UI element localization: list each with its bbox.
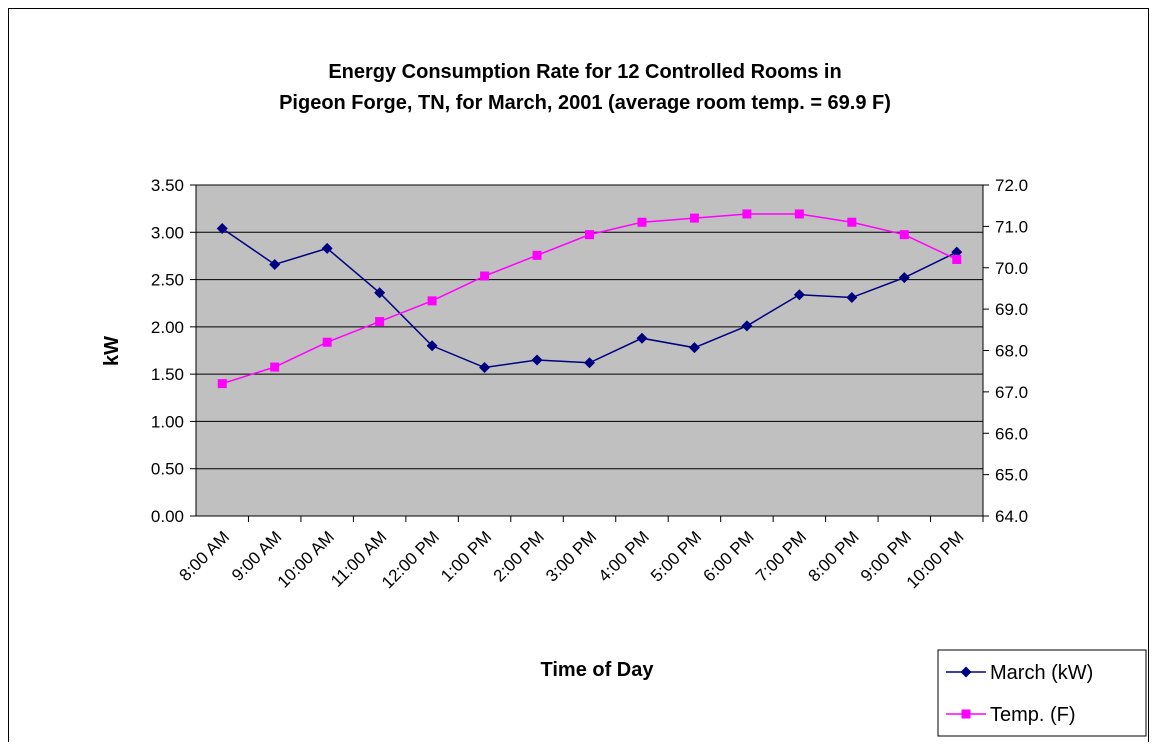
marker — [898, 272, 910, 284]
marker — [951, 246, 963, 258]
marker — [322, 337, 332, 347]
y-tick-label: 3.00 — [151, 223, 184, 242]
y2-tick-label: 67.0 — [995, 383, 1028, 402]
y2-tick-label: 72.0 — [995, 176, 1028, 195]
marker — [961, 709, 971, 719]
legend-label: Temp. (F) — [990, 704, 1076, 726]
marker — [531, 354, 543, 366]
y2-tick-label: 69.0 — [995, 300, 1028, 319]
y2-tick-label: 70.0 — [995, 259, 1028, 278]
marker — [689, 213, 699, 223]
y-tick-label: 1.50 — [151, 365, 184, 384]
chart-title: Pigeon Forge, TN, for March, 2001 (avera… — [279, 92, 891, 114]
y-tick-label: 0.00 — [151, 507, 184, 526]
y2-tick-label: 66.0 — [995, 424, 1028, 443]
marker — [270, 362, 280, 372]
legend-label: March (kW) — [990, 662, 1093, 684]
marker — [479, 362, 491, 374]
y-tick-label: 2.50 — [151, 271, 184, 290]
marker — [269, 258, 281, 270]
y2-tick-label: 68.0 — [995, 342, 1028, 361]
marker — [899, 230, 909, 240]
marker — [321, 242, 333, 254]
y-tick-label: 1.00 — [151, 412, 184, 431]
marker — [532, 250, 542, 260]
y-axis-title: kW — [101, 336, 123, 366]
x-axis-title: Time of Day — [541, 659, 655, 681]
marker — [584, 357, 595, 369]
chart-title: Energy Consumption Rate for 12 Controlle… — [328, 61, 841, 83]
marker — [688, 342, 700, 354]
marker — [742, 209, 752, 219]
marker — [847, 217, 857, 227]
marker — [794, 209, 804, 219]
y2-tick-label: 64.0 — [995, 507, 1028, 526]
marker — [216, 223, 228, 235]
y-tick-label: 3.50 — [151, 176, 184, 195]
plot-area — [195, 184, 984, 517]
marker — [480, 271, 490, 281]
marker — [960, 666, 972, 678]
marker — [636, 332, 648, 344]
y2-tick-label: 65.0 — [995, 466, 1028, 485]
marker — [585, 230, 594, 240]
marker — [741, 320, 753, 332]
marker — [427, 296, 437, 306]
marker — [637, 217, 647, 227]
marker — [374, 287, 386, 299]
legend-box — [937, 649, 1147, 737]
y-tick-label: 2.00 — [151, 318, 184, 337]
y-tick-label: 0.50 — [151, 460, 184, 479]
marker — [426, 340, 438, 352]
marker — [375, 317, 385, 327]
marker — [217, 379, 227, 389]
y2-tick-label: 71.0 — [995, 217, 1028, 236]
marker — [793, 289, 805, 301]
marker — [952, 254, 962, 264]
marker — [846, 292, 858, 304]
